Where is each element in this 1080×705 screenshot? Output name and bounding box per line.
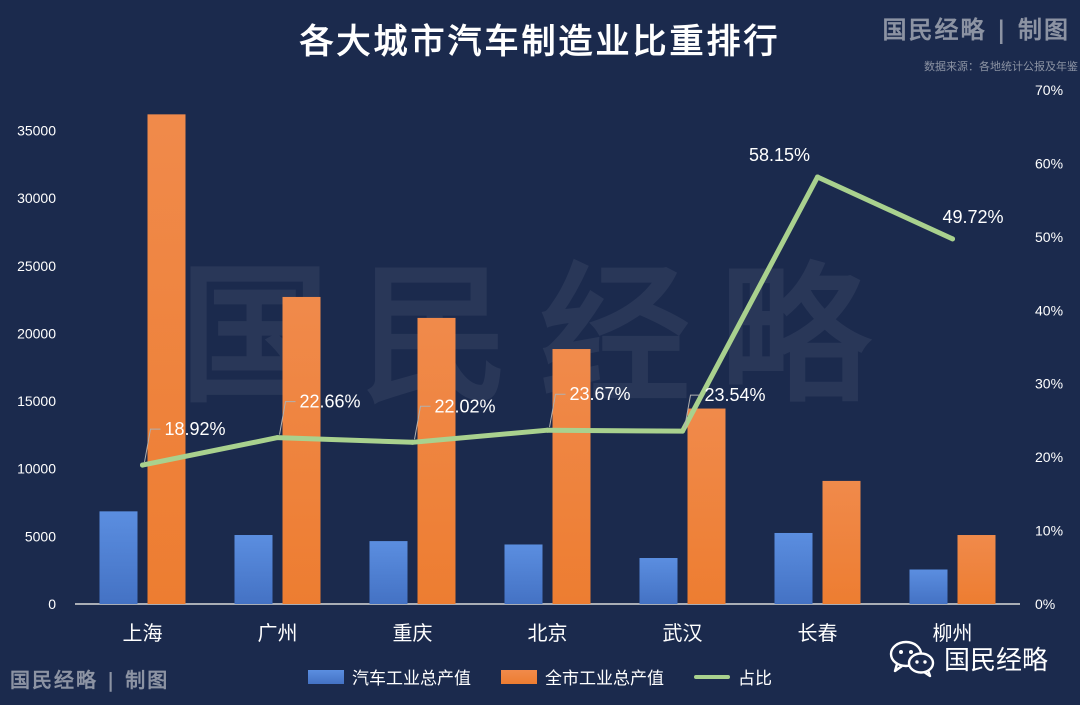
wechat-icon xyxy=(889,640,935,678)
legend-label-auto: 汽车工业总产值 xyxy=(352,669,471,689)
data-source-note: 数据来源：各地统计公报及年鉴 xyxy=(924,60,1078,73)
line-share-point xyxy=(815,174,820,180)
brand-top-label: 国民经略 | 制图 xyxy=(882,15,1070,44)
bar-city-output xyxy=(147,114,186,605)
data-label-share: 22.66% xyxy=(300,392,361,412)
x-category-label: 长春 xyxy=(798,621,838,645)
y-right-tick-label: 40% xyxy=(1035,302,1063,318)
legend-item-city: 全市工业总产值 xyxy=(501,664,664,689)
bar-auto-output xyxy=(504,544,543,604)
chart-legend: 汽车工业总产值 全市工业总产值 占比 xyxy=(0,664,1080,689)
data-label-leader xyxy=(684,394,701,429)
data-label-leader xyxy=(549,393,566,428)
legend-label-city: 全市工业总产值 xyxy=(545,669,664,689)
data-label-share: 49.72% xyxy=(943,207,1004,227)
legend-swatch-share xyxy=(694,674,730,679)
y-left-tick-label: 25000 xyxy=(17,258,56,274)
data-label-leader xyxy=(414,405,431,440)
legend-label-share: 占比 xyxy=(738,669,772,689)
line-share-point xyxy=(950,236,955,242)
wechat-account-name: 国民经略 xyxy=(944,645,1049,676)
line-share-point xyxy=(275,435,280,441)
data-label-leader xyxy=(279,401,296,435)
line-share-point xyxy=(680,428,685,434)
y-left-tick-label: 35000 xyxy=(17,123,56,139)
legend-swatch-auto xyxy=(308,669,344,684)
x-category-label: 北京 xyxy=(528,621,568,645)
line-share-point xyxy=(545,427,550,433)
line-share-point xyxy=(140,462,145,468)
bar-auto-output xyxy=(369,541,408,604)
bar-auto-output xyxy=(774,532,813,604)
x-category-label: 柳州 xyxy=(933,621,973,645)
bar-city-output xyxy=(822,480,861,604)
y-right-tick-label: 20% xyxy=(1035,449,1063,465)
data-label-leader xyxy=(144,428,161,463)
line-share xyxy=(140,174,955,468)
bar-auto-output xyxy=(99,511,138,604)
line-share-point xyxy=(410,439,415,445)
y-right-tick-label: 30% xyxy=(1035,376,1063,392)
chart-title: 各大城市汽车制造业比重排行 xyxy=(299,22,781,62)
data-label-share: 58.15% xyxy=(749,145,810,165)
data-label-share: 22.02% xyxy=(435,396,496,416)
bar-city-output xyxy=(552,349,591,604)
y-left-tick-label: 0 xyxy=(48,596,56,612)
x-category-label: 广州 xyxy=(258,621,298,645)
bar-city-output xyxy=(282,296,321,604)
y-left-tick-label: 5000 xyxy=(25,528,56,544)
bar-city-output xyxy=(957,535,996,604)
data-label-share: 18.92% xyxy=(165,419,226,439)
legend-swatch-city xyxy=(501,669,537,684)
y-left-tick-label: 20000 xyxy=(17,325,56,341)
x-category-label: 重庆 xyxy=(393,621,433,645)
y-left-tick-label: 15000 xyxy=(17,393,56,409)
y-right-tick-label: 70% xyxy=(1035,82,1063,98)
legend-item-share: 占比 xyxy=(694,664,772,689)
bar-auto-output xyxy=(639,558,678,604)
y-right-tick-label: 60% xyxy=(1035,155,1063,171)
y-left-tick-label: 10000 xyxy=(17,461,56,477)
y-right-tick-label: 50% xyxy=(1035,229,1063,245)
data-label-share: 23.54% xyxy=(705,385,766,405)
bar-city-output xyxy=(417,317,456,604)
data-label-share: 23.67% xyxy=(570,384,631,404)
bar-auto-output xyxy=(234,535,273,604)
x-category-label: 武汉 xyxy=(663,621,703,645)
y-left-tick-label: 30000 xyxy=(17,190,56,206)
y-right-tick-label: 0% xyxy=(1035,596,1055,612)
x-category-label: 上海 xyxy=(123,621,163,645)
legend-item-auto: 汽车工业总产值 xyxy=(308,664,471,689)
bar-city-output xyxy=(687,408,726,604)
bar-auto-output xyxy=(909,569,948,604)
y-right-tick-label: 10% xyxy=(1035,523,1063,539)
wechat-badge: 国民经略 xyxy=(888,636,1048,680)
brand-bottom-label: 国民经略 | 制图 xyxy=(10,668,170,692)
